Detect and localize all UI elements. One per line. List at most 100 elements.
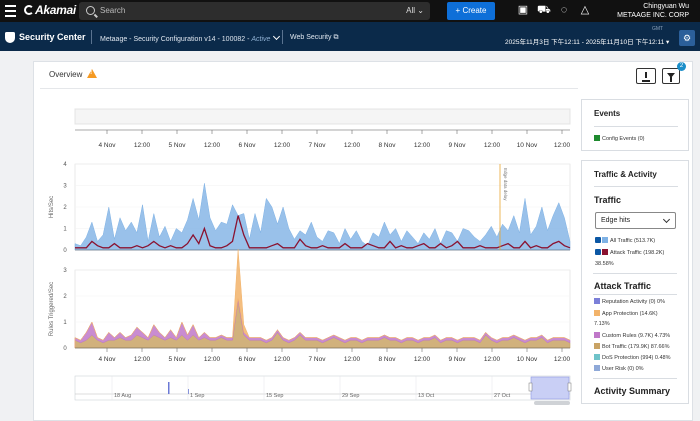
y-axis-label: Rules Triggered/Sec <box>49 282 55 336</box>
company-name: METAAGE INC. CORP <box>617 12 689 19</box>
rules-tick-label: 9 Nov <box>449 356 467 363</box>
settings-button[interactable]: ⚙ <box>679 30 695 46</box>
report-icon[interactable]: ▣ <box>517 4 529 16</box>
timeline-spike <box>168 382 170 394</box>
bot-traffic-label: Bot Traffic (179.9K) 87.66% <box>602 344 670 350</box>
checkbox-icon[interactable] <box>595 249 601 255</box>
rules-tick-label: 5 Nov <box>169 356 187 363</box>
y-tick-label: 0 <box>63 346 67 352</box>
top-navigation-bar: Akamai Search All ⌄ + Create ▣ ⛟ ◌ △ Chi… <box>0 0 700 22</box>
legend-bot-traffic[interactable]: Bot Traffic (179.9K) 87.66% <box>594 343 669 350</box>
timeline-tick-label: 13 Oct <box>418 393 435 399</box>
filter-icon <box>667 73 675 82</box>
y-tick-label: 2 <box>63 294 67 300</box>
y-tick-label: 1 <box>63 227 67 233</box>
y-tick-label: 4 <box>63 162 67 168</box>
user-risk-swatch <box>594 365 600 371</box>
rules-tick-label: 4 Nov <box>99 356 117 363</box>
events-tick-label: 4 Nov <box>99 142 117 149</box>
search-input[interactable]: Search <box>100 6 126 15</box>
date-range-picker[interactable]: 2025年11月3日 下午12:11 - 2025年11月10日 下午12:11… <box>505 39 670 46</box>
gear-icon: ⚙ <box>682 33 692 43</box>
y-tick-label: 0 <box>63 248 67 254</box>
y-axis-label: Hits/Sec <box>49 196 55 218</box>
reputation-swatch <box>594 298 600 304</box>
timeline-handle-right <box>567 382 572 392</box>
legend-dos-protection[interactable]: DoS Protection (994) 0.48% <box>594 354 670 361</box>
legend-attack-traffic[interactable]: Attack Traffic (198.2K) <box>595 249 664 256</box>
config-events-label: Config Events (0) <box>602 136 645 142</box>
menu-icon[interactable] <box>5 5 16 17</box>
events-tick-label: 12:00 <box>554 142 571 149</box>
traffic-activity-card: Traffic & Activity Traffic <box>581 160 689 404</box>
search-scope-label: All <box>406 6 416 15</box>
timeline-spike <box>188 389 189 394</box>
traffic-activity-divider <box>594 186 678 187</box>
events-strip <box>74 108 571 125</box>
search-icon <box>86 6 95 15</box>
security-center-bar: Security Center Metaage - Security Confi… <box>0 22 700 51</box>
legend-reputation[interactable]: Reputation Activity (0) 0% <box>594 298 665 305</box>
legend-custom-rules[interactable]: Custom Rules (9.7K) 4.73% <box>594 332 670 339</box>
traffic-activity-title: Traffic & Activity <box>594 170 657 179</box>
security-center-title[interactable]: Security Center <box>19 32 86 42</box>
alert-icon[interactable]: △ <box>580 4 590 16</box>
search-scope-dropdown[interactable]: All ⌄ <box>406 6 424 15</box>
checkbox-icon[interactable] <box>595 237 601 243</box>
custom-rules-label: Custom Rules (9.7K) 4.73% <box>602 333 671 339</box>
create-button[interactable]: + Create <box>447 2 495 20</box>
app-protection-label: App Protection (14.6K) <box>602 311 658 317</box>
app-protection-pct: 7.13% <box>594 321 610 327</box>
bot-traffic-swatch <box>594 343 600 349</box>
chevron-down-icon <box>273 32 281 41</box>
timeline-tick-label: 18 Aug <box>114 393 131 399</box>
events-tick-label: 5 Nov <box>169 142 187 149</box>
traffic-metric-select[interactable]: Edge hits <box>595 212 676 229</box>
rules-tick-label: 12:00 <box>274 356 291 363</box>
y-tick-label: 3 <box>63 184 67 190</box>
filter-button[interactable] <box>662 68 680 84</box>
traffic-charts: 4 Nov 12:00 5 Nov 12:00 6 Nov 12:00 7 Nov 12:00… <box>49 108 572 405</box>
warning-icon[interactable] <box>86 69 97 78</box>
web-security-link[interactable]: Web Security ⧉ <box>290 34 338 42</box>
web-security-label: Web Security <box>290 34 332 41</box>
y-tick-label: 3 <box>63 268 67 274</box>
timezone-label: GMT <box>652 26 664 32</box>
rules-tick-label: 12:00 <box>344 356 361 363</box>
attack-traffic-label: Attack Traffic (198.2K) <box>610 250 665 256</box>
rules-tick-label: 12:00 <box>414 356 431 363</box>
user-menu[interactable]: Chingyuan Wu METAAGE INC. CORP <box>617 2 689 20</box>
attack-title-divider <box>593 294 677 295</box>
events-tick-label: 12:00 <box>344 142 361 149</box>
akamai-logo[interactable]: Akamai <box>24 3 76 17</box>
rules-tick-label: 12:00 <box>554 356 571 363</box>
attack-traffic-title-text: Attack Traffic <box>594 281 652 291</box>
download-button[interactable] <box>636 68 656 84</box>
chat-icon[interactable]: ◌ <box>560 4 568 16</box>
activity-summary-title: Activity Summary <box>594 386 671 396</box>
rules-tick-label: 7 Nov <box>309 356 327 363</box>
timeline-handle-left <box>528 382 533 392</box>
config-selector[interactable]: Metaage - Security Configuration v14 - 1… <box>100 32 281 43</box>
legend-config-events[interactable]: Config Events (0) <box>594 135 645 142</box>
events-tick-label: 8 Nov <box>379 142 397 149</box>
cart-icon[interactable]: ⛟ <box>537 4 551 16</box>
divider <box>91 30 92 44</box>
y-tick-label: 1 <box>63 320 67 326</box>
timeline-tick-label: 27 Oct <box>494 393 511 399</box>
events-tick-label: 10 Nov <box>517 142 538 149</box>
attack-traffic-swatch <box>602 249 608 255</box>
legend-user-risk[interactable]: User Risk (0) 0% <box>594 365 644 372</box>
timeline-track <box>74 375 571 401</box>
user-risk-label: User Risk (0) 0% <box>602 366 644 372</box>
config-events-swatch <box>594 135 600 141</box>
logo-text: Akamai <box>35 3 76 17</box>
series-line-attack-traffic <box>75 215 571 249</box>
legend-app-protection[interactable]: App Protection (14.6K) <box>594 310 658 317</box>
reputation-label: Reputation Activity (0) 0% <box>602 299 665 305</box>
timeline-tick-label: 29 Sep <box>342 393 359 399</box>
legend-all-traffic[interactable]: All Traffic (513.7K) <box>595 237 655 244</box>
events-tick-label: 7 Nov <box>309 142 327 149</box>
dos-protection-swatch <box>594 354 600 360</box>
global-search[interactable]: Search All ⌄ <box>79 2 430 20</box>
